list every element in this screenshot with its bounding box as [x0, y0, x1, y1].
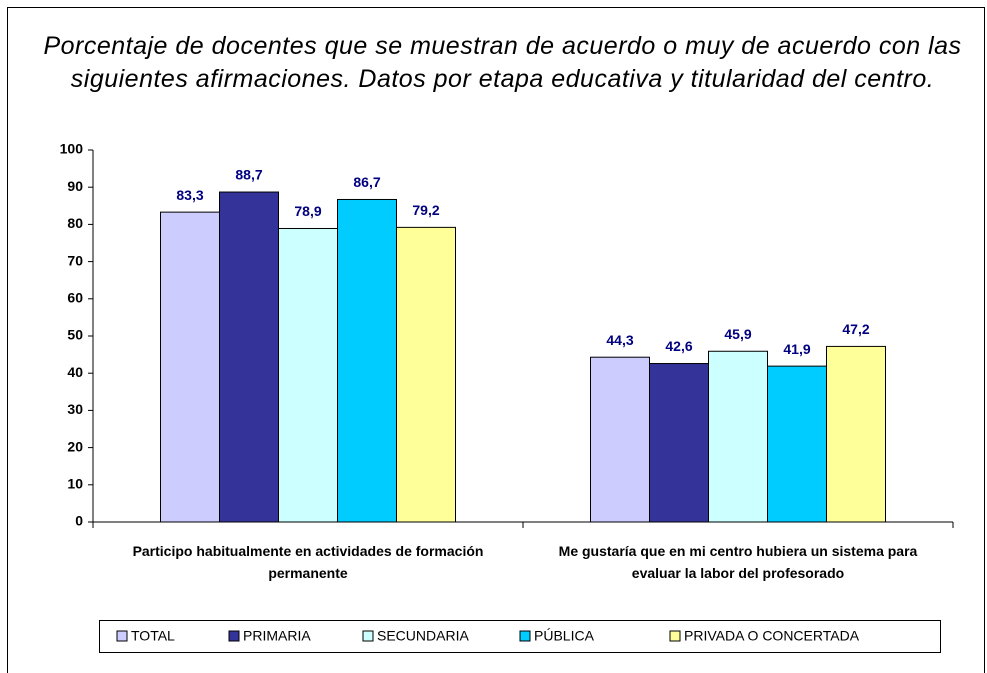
value-label: 79,2: [412, 202, 439, 218]
value-label: 86,7: [353, 174, 380, 190]
bar: [649, 363, 709, 523]
value-label: 78,9: [294, 203, 321, 219]
legend-label: PÚBLICA: [534, 628, 595, 644]
value-label: 47,2: [842, 321, 869, 337]
bar: [396, 226, 456, 523]
legend-label: TOTAL: [131, 628, 175, 644]
y-tick-label: 60: [67, 290, 83, 306]
bar: [826, 345, 886, 523]
legend-label: PRIVADA O CONCERTADA: [684, 628, 860, 644]
legend-swatch: [519, 630, 531, 642]
bar: [708, 350, 768, 523]
y-tick-label: 70: [67, 252, 83, 268]
x-tick-label: Me gustaría que en mi centro hubiera un …: [558, 543, 918, 581]
bar: [278, 227, 338, 523]
legend-swatch: [362, 630, 374, 642]
x-tick-label: Participo habitualmente en actividades d…: [132, 543, 484, 581]
value-label: 41,9: [783, 341, 810, 357]
legend-swatch: [228, 630, 240, 642]
y-tick-label: 90: [67, 178, 83, 194]
y-tick-label: 0: [75, 513, 83, 529]
value-label: 83,3: [176, 187, 203, 203]
bar: [590, 356, 650, 523]
y-tick-label: 30: [67, 401, 83, 417]
legend-swatch: [669, 630, 681, 642]
value-label: 44,3: [606, 332, 633, 348]
bar: [160, 211, 220, 523]
chart-title: Porcentaje de docentes que se muestran d…: [43, 32, 962, 93]
y-tick-label: 80: [67, 215, 83, 231]
legend-label: PRIMARIA: [243, 628, 311, 644]
legend-label: SECUNDARIA: [377, 628, 469, 644]
y-tick-label: 100: [60, 141, 84, 157]
chart-border: [7, 7, 985, 673]
bar: [767, 365, 827, 523]
value-label: 88,7: [235, 167, 262, 183]
y-tick-label: 10: [67, 476, 83, 492]
legend-swatch: [116, 630, 128, 642]
bar: [219, 191, 279, 523]
bar: [337, 198, 397, 523]
y-tick-label: 20: [67, 438, 83, 454]
y-tick-label: 40: [67, 364, 83, 380]
y-tick-label: 50: [67, 327, 83, 343]
value-label: 45,9: [724, 326, 751, 342]
value-label: 42,6: [665, 338, 692, 354]
